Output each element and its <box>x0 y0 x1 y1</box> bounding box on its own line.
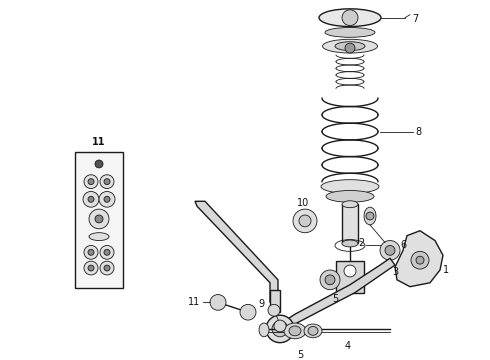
Circle shape <box>104 249 110 255</box>
Circle shape <box>240 304 256 320</box>
Circle shape <box>416 256 424 264</box>
Circle shape <box>100 175 114 189</box>
Circle shape <box>88 265 94 271</box>
Circle shape <box>95 160 103 168</box>
Ellipse shape <box>335 42 365 50</box>
Circle shape <box>293 209 317 233</box>
Circle shape <box>99 192 115 207</box>
Text: 11: 11 <box>188 297 200 307</box>
Text: 9: 9 <box>258 300 264 309</box>
Ellipse shape <box>325 27 375 37</box>
Ellipse shape <box>308 327 318 335</box>
Text: 2: 2 <box>358 238 364 248</box>
Ellipse shape <box>342 240 358 247</box>
Circle shape <box>266 315 294 343</box>
Ellipse shape <box>319 9 381 27</box>
Circle shape <box>95 215 103 223</box>
Polygon shape <box>270 258 395 336</box>
Circle shape <box>299 215 311 227</box>
Circle shape <box>411 251 429 269</box>
Ellipse shape <box>321 180 379 193</box>
Circle shape <box>84 261 98 275</box>
Circle shape <box>320 270 340 290</box>
Circle shape <box>268 304 280 316</box>
Ellipse shape <box>342 201 358 208</box>
Circle shape <box>104 196 110 202</box>
Circle shape <box>277 326 283 332</box>
Circle shape <box>100 246 114 259</box>
Text: 7: 7 <box>412 14 418 24</box>
Circle shape <box>88 249 94 255</box>
Circle shape <box>88 179 94 185</box>
Circle shape <box>84 246 98 259</box>
Circle shape <box>210 294 226 310</box>
Bar <box>336 261 364 293</box>
Polygon shape <box>395 231 443 287</box>
Text: 1: 1 <box>443 265 449 275</box>
Circle shape <box>344 265 356 277</box>
Text: 11: 11 <box>92 138 106 147</box>
Text: 4: 4 <box>345 341 351 351</box>
Text: 10: 10 <box>297 198 309 208</box>
Ellipse shape <box>322 39 377 53</box>
Ellipse shape <box>326 190 374 202</box>
Circle shape <box>325 275 335 285</box>
Circle shape <box>345 43 355 53</box>
Ellipse shape <box>304 324 322 338</box>
Bar <box>75 152 123 288</box>
Circle shape <box>104 179 110 185</box>
Circle shape <box>342 10 358 26</box>
Circle shape <box>88 196 94 202</box>
Circle shape <box>380 240 400 260</box>
Circle shape <box>366 212 374 220</box>
Circle shape <box>272 321 288 337</box>
Ellipse shape <box>284 323 306 339</box>
Circle shape <box>83 192 99 207</box>
Bar <box>342 204 358 243</box>
Text: 6: 6 <box>400 240 406 251</box>
Ellipse shape <box>289 326 301 336</box>
Circle shape <box>100 261 114 275</box>
Circle shape <box>104 265 110 271</box>
Circle shape <box>274 320 286 332</box>
Circle shape <box>385 246 395 255</box>
Text: 5: 5 <box>297 350 303 360</box>
Ellipse shape <box>259 323 269 337</box>
Circle shape <box>89 209 109 229</box>
Text: 3: 3 <box>392 267 398 277</box>
Ellipse shape <box>89 233 109 240</box>
Text: 5: 5 <box>332 294 338 305</box>
Circle shape <box>84 175 98 189</box>
Ellipse shape <box>364 207 376 225</box>
Polygon shape <box>270 290 280 312</box>
Text: 8: 8 <box>415 127 421 136</box>
Polygon shape <box>195 201 278 302</box>
